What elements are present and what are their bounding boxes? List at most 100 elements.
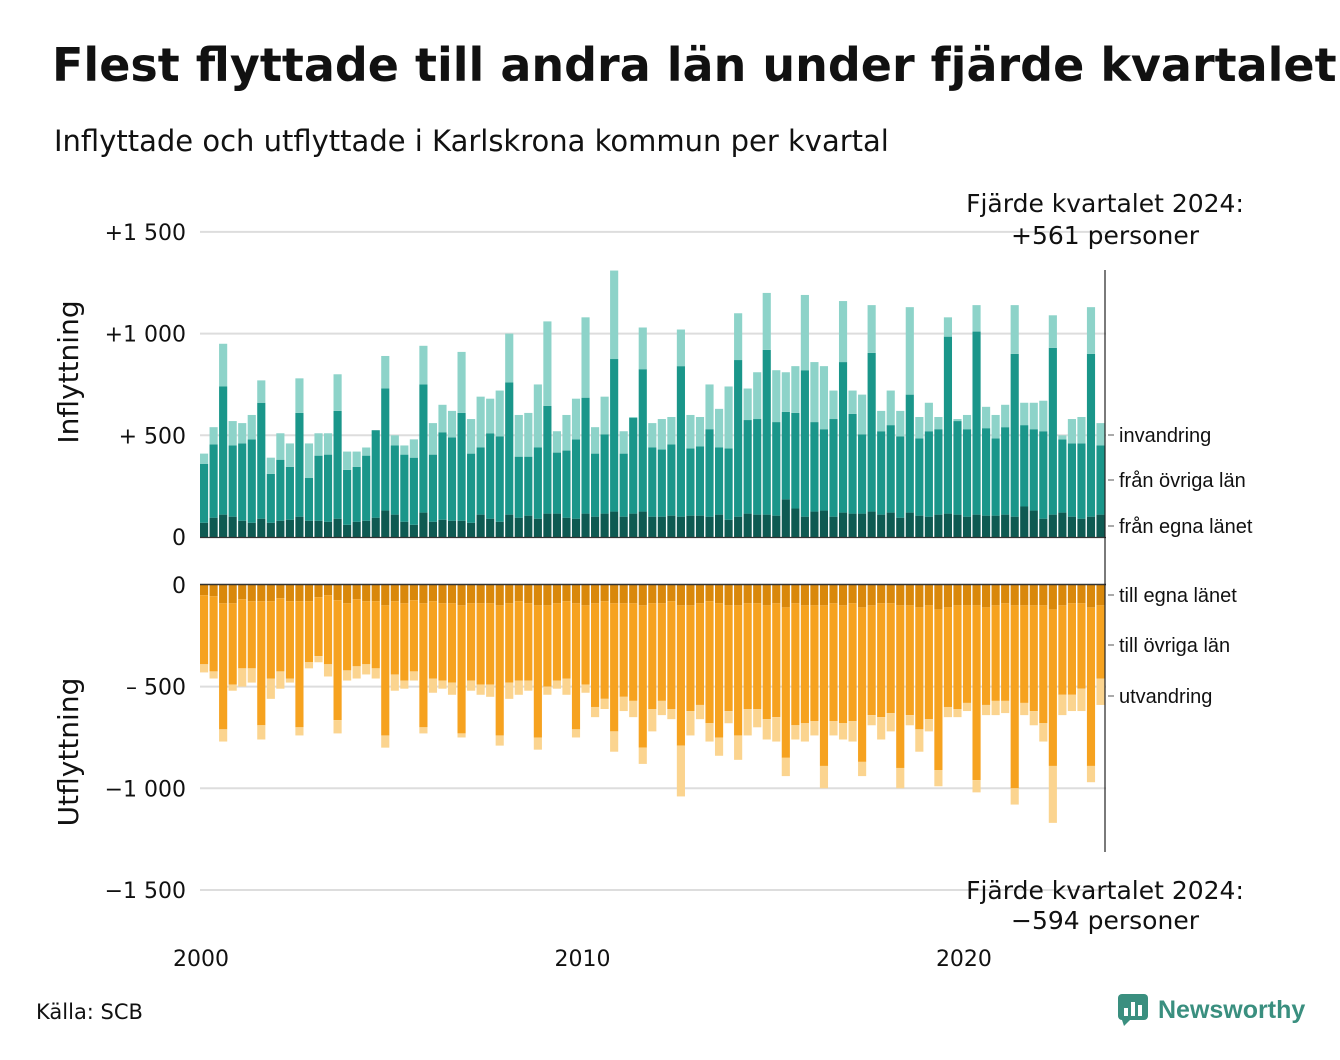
bar-inflow-egna xyxy=(533,518,542,537)
bar-outflow-egna xyxy=(896,585,905,606)
bar-inflow-ovriga xyxy=(924,431,933,517)
bar-outflow-ovriga xyxy=(343,603,352,671)
bar-inflow-ovriga xyxy=(1020,425,1029,507)
bar-inflow-invandring xyxy=(400,445,409,455)
bar-outflow-egna xyxy=(495,585,504,606)
bar-inflow-invandring xyxy=(266,457,275,474)
bar-inflow-ovriga xyxy=(705,429,714,517)
legend-label-outflow: till övriga län xyxy=(1119,635,1230,657)
bar-inflow-invandring xyxy=(1010,305,1019,354)
bar-inflow-invandring xyxy=(648,423,657,448)
bar-outflow-ovriga xyxy=(810,605,819,722)
bar-inflow-egna xyxy=(1086,516,1096,537)
bar-outflow-utvandring xyxy=(276,671,285,689)
bar-outflow-egna xyxy=(829,585,838,604)
annotation-bottom-line1: Fjärde kvartalet 2024: xyxy=(966,876,1244,905)
bar-inflow-invandring xyxy=(772,370,781,423)
bar-outflow-ovriga xyxy=(753,603,762,710)
bar-inflow-egna xyxy=(714,514,724,537)
bar-outflow-egna xyxy=(858,585,867,608)
bar-inflow-ovriga xyxy=(1010,353,1019,517)
y-tick-label: +1 000 xyxy=(105,323,186,348)
bar-inflow-invandring xyxy=(791,366,800,413)
bar-outflow-utvandring xyxy=(591,706,600,718)
bar-outflow-ovriga xyxy=(905,605,914,716)
bar-inflow-invandring xyxy=(514,414,523,457)
bar-outflow-utvandring xyxy=(314,656,323,663)
bar-inflow-invandring xyxy=(1029,402,1038,430)
bar-outflow-ovriga xyxy=(1086,607,1096,766)
bar-outflow-egna xyxy=(486,585,495,604)
bar-inflow-ovriga xyxy=(304,478,314,521)
bar-outflow-utvandring xyxy=(800,723,809,742)
bar-inflow-egna xyxy=(905,512,914,537)
x-tick-labels: 2000 2010 2020 xyxy=(173,947,992,972)
bar-outflow-utvandring xyxy=(848,721,857,742)
bar-inflow-egna xyxy=(371,517,380,537)
bar-inflow-egna xyxy=(495,521,504,537)
bar-outflow-egna xyxy=(724,585,733,606)
bar-outflow-utvandring xyxy=(610,731,619,752)
bar-outflow-utvandring xyxy=(972,780,981,793)
bar-inflow-egna xyxy=(800,516,809,537)
bar-inflow-ovriga xyxy=(648,447,657,517)
bar-inflow-ovriga xyxy=(524,456,533,516)
bar-outflow-egna xyxy=(447,585,457,604)
bar-outflow-egna xyxy=(676,585,685,606)
bar-inflow-egna xyxy=(743,513,752,537)
bar-outflow-ovriga xyxy=(228,603,237,685)
bar-outflow-ovriga xyxy=(1048,609,1057,766)
bar-inflow-egna xyxy=(953,514,962,537)
chart-title: Flest flyttade till andra län under fjär… xyxy=(52,38,1337,92)
bar-outflow-ovriga xyxy=(1001,603,1010,701)
y-tick-label: −1 500 xyxy=(105,879,186,904)
bar-inflow-ovriga xyxy=(343,469,352,525)
legend-label-inflow: från egna länet xyxy=(1119,516,1253,538)
bar-outflow-egna xyxy=(343,585,352,604)
bar-outflow-ovriga xyxy=(552,603,561,681)
bar-outflow-ovriga xyxy=(362,601,371,665)
bar-inflow-ovriga xyxy=(247,439,256,523)
bar-inflow-egna xyxy=(1020,506,1029,537)
bar-outflow-utvandring xyxy=(562,678,571,695)
bar-outflow-ovriga xyxy=(486,603,495,685)
bar-inflow-egna xyxy=(753,514,762,537)
bar-outflow-egna xyxy=(428,585,438,602)
bar-outflow-egna xyxy=(543,585,552,606)
bar-inflow-egna xyxy=(238,520,247,537)
bar-outflow-egna xyxy=(924,585,933,606)
bar-inflow-ovriga xyxy=(714,447,724,515)
bar-outflow-utvandring xyxy=(781,757,790,777)
bar-inflow-invandring xyxy=(1039,400,1048,432)
bar-outflow-ovriga xyxy=(467,603,476,681)
bar-outflow-egna xyxy=(848,585,857,604)
y-axis-title-outflow: Utflyttning xyxy=(52,678,85,827)
bar-outflow-egna xyxy=(381,585,390,606)
bar-inflow-ovriga xyxy=(819,429,829,511)
bar-outflow-utvandring xyxy=(829,721,838,736)
bar-outflow-utvandring xyxy=(934,770,943,787)
bar-inflow-egna xyxy=(552,513,561,537)
bar-inflow-ovriga xyxy=(209,444,218,518)
bar-inflow-invandring xyxy=(915,416,924,439)
bar-outflow-egna xyxy=(953,585,962,606)
bar-inflow-ovriga xyxy=(962,429,972,517)
bar-outflow-ovriga xyxy=(695,603,705,705)
bar-inflow-egna xyxy=(877,514,886,537)
bar-inflow-egna xyxy=(228,516,237,537)
bar-outflow-utvandring xyxy=(323,664,333,677)
bar-outflow-ovriga xyxy=(428,601,438,679)
bar-inflow-egna xyxy=(438,519,447,537)
bar-outflow-egna xyxy=(514,585,523,602)
bar-outflow-ovriga xyxy=(600,601,609,699)
bar-outflow-ovriga xyxy=(591,603,600,707)
bar-outflow-egna xyxy=(552,585,561,604)
bar-inflow-ovriga xyxy=(600,434,609,514)
bar-inflow-invandring xyxy=(743,388,752,421)
bar-outflow-ovriga xyxy=(648,603,657,710)
bar-inflow-invandring xyxy=(610,270,619,360)
bar-outflow-egna xyxy=(524,585,533,604)
bar-outflow-utvandring xyxy=(486,684,495,697)
bar-inflow-egna xyxy=(619,516,628,537)
bar-outflow-utvandring xyxy=(657,700,666,716)
